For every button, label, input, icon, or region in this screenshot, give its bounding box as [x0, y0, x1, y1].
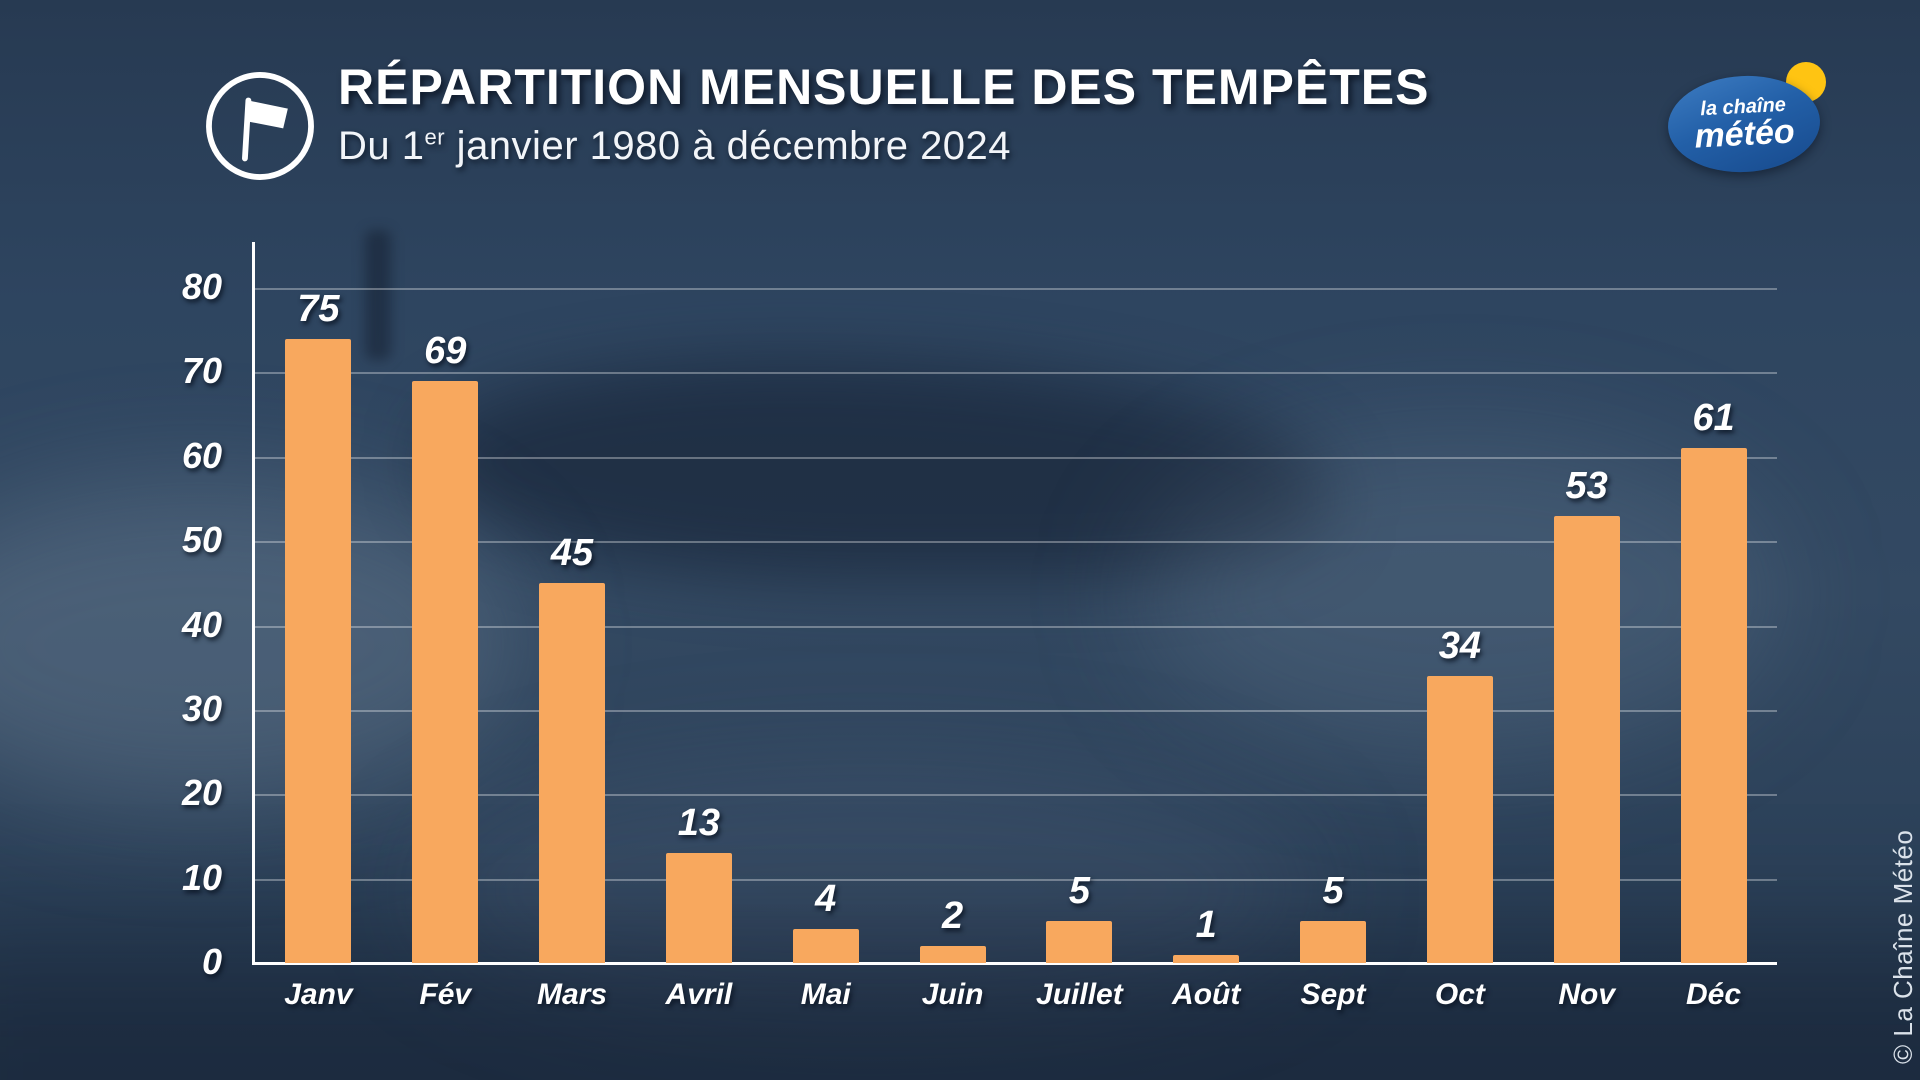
bar-slot: 1: [1143, 288, 1270, 963]
y-tick-label: 20: [181, 772, 222, 814]
bar-slot: 4: [762, 288, 889, 963]
chart-plot: 75 69 45 13 4 2 5 1 5 34 53 61: [252, 242, 1777, 965]
x-tick-label: Avril: [665, 978, 733, 1011]
y-tick-label: 40: [181, 603, 222, 645]
y-tick-label: 50: [181, 519, 222, 561]
y-tick-label: 60: [181, 434, 222, 476]
windsock-icon: [202, 68, 318, 184]
bar-value-label: 1: [1195, 903, 1217, 946]
gridline: [252, 288, 1777, 290]
gridline: [252, 878, 1777, 881]
x-tick-label: Juillet: [1036, 978, 1123, 1011]
x-tick-label: Déc: [1686, 978, 1742, 1011]
bars-container: 75 69 45 13 4 2 5 1 5 34 53 61: [255, 288, 1777, 963]
bar-Janv: [285, 339, 352, 963]
x-tick-label: Mars: [537, 978, 608, 1011]
x-tick-label: Août: [1172, 978, 1241, 1011]
subtitle-superscript: er: [424, 124, 446, 150]
bar-value-label: 13: [677, 802, 721, 845]
bar-Juin: [919, 946, 986, 963]
x-tick-label: Sept: [1300, 978, 1366, 1011]
x-tick-label: Mai: [800, 978, 851, 1011]
gridline: [252, 709, 1777, 712]
bar-Sept: [1300, 920, 1367, 963]
subtitle-text-rest: janvier 1980 à décembre 2024: [445, 124, 1012, 168]
x-tick-label: Nov: [1558, 978, 1616, 1011]
y-axis-line: [252, 242, 255, 963]
x-axis-line: [252, 962, 1777, 965]
bar-Nov: [1553, 515, 1620, 963]
bar-value-label: 4: [815, 878, 837, 921]
bar-slot: 45: [509, 288, 636, 963]
y-tick-label: 10: [181, 856, 222, 898]
bar-Fév: [412, 380, 479, 963]
y-tick-label: 30: [181, 688, 222, 730]
bar-Juillet: [1046, 920, 1113, 963]
chart-subtitle: Du 1er janvier 1980 à décembre 2024: [338, 124, 1430, 169]
copyright-text: © La Chaîne Météo: [1888, 829, 1918, 1064]
la-chaine-meteo-logo: la chaîne météo: [1665, 62, 1828, 180]
bar-slot: 2: [889, 288, 1016, 963]
bar-value-label: 53: [1565, 464, 1608, 507]
logo-text-meteo: météo: [1693, 112, 1796, 156]
x-tick-label: Janv: [284, 978, 353, 1011]
bar-value-label: 5: [1322, 869, 1344, 912]
y-tick-label: 80: [181, 266, 222, 308]
gridline: [252, 541, 1777, 544]
bar-Mai: [792, 929, 859, 963]
gridline: [252, 625, 1777, 628]
background-lighthouse-silhouette: [365, 230, 391, 360]
bar-value-label: 75: [297, 288, 340, 330]
y-tick-label: 0: [201, 941, 222, 983]
bar-slot: 61: [1650, 288, 1777, 963]
bar-value-label: 5: [1068, 869, 1090, 912]
subtitle-text: Du 1: [338, 124, 425, 168]
x-tick-label: Oct: [1434, 978, 1485, 1011]
y-tick-label: 70: [181, 350, 222, 392]
bar-value-label: 69: [424, 329, 467, 372]
title-block: RÉPARTITION MENSUELLE DES TEMPÊTES Du 1e…: [338, 58, 1430, 169]
bar-Août: [1173, 954, 1240, 963]
bar-value-label: 2: [941, 895, 964, 938]
bar-value-label: 34: [1438, 625, 1481, 668]
x-tick-label: Juin: [921, 978, 984, 1011]
bar-slot: 34: [1396, 288, 1523, 963]
bar-Déc: [1680, 448, 1747, 963]
gridline: [252, 456, 1777, 459]
y-axis-labels: 0 10 20 30 40 50 60 70 80: [140, 266, 236, 982]
bar-slot: 69: [382, 288, 509, 963]
gridline: [252, 794, 1777, 797]
bar-Mars: [539, 583, 606, 963]
bar-slot: 13: [635, 288, 762, 963]
bar-slot: 5: [1016, 288, 1143, 963]
bar-slot: 5: [1270, 288, 1397, 963]
bar-value-label: 61: [1692, 397, 1735, 440]
bar-value-label: 45: [550, 532, 594, 575]
x-tick-label: Fév: [419, 978, 472, 1011]
x-axis-labels: Janv Fév Mars Avril Mai Juin Juillet Août Sept Oc…: [255, 978, 1777, 1012]
bar-Avril: [665, 853, 732, 963]
chart-title: RÉPARTITION MENSUELLE DES TEMPÊTES: [338, 59, 1430, 115]
gridline: [252, 372, 1777, 375]
bar-slot: 75: [255, 288, 382, 963]
bar-Oct: [1426, 676, 1493, 963]
bar-slot: 53: [1523, 288, 1650, 963]
